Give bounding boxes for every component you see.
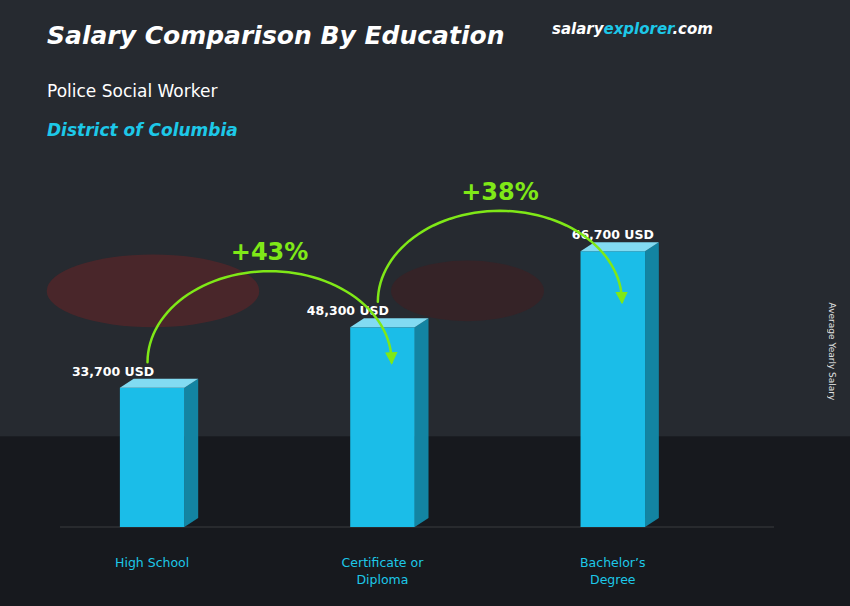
- growth-label: +43%: [231, 238, 309, 266]
- bars: [120, 242, 659, 527]
- background-glow: [47, 255, 260, 328]
- growth-label: +38%: [461, 178, 539, 206]
- category-label: Certificate or Diploma: [342, 555, 425, 588]
- brand-part: explorer: [604, 20, 677, 38]
- category-label-line: High School: [115, 555, 189, 570]
- bar: [120, 379, 198, 527]
- category-label-line: Bachelor’s: [580, 555, 645, 570]
- bar-side: [645, 242, 659, 527]
- category-label-line: Degree: [590, 572, 636, 587]
- y-axis-label: Average Yearly Salary: [827, 303, 837, 402]
- data-label: 33,700 USD: [72, 364, 154, 379]
- subtitle: Police Social Worker: [47, 81, 217, 101]
- background: [0, 0, 850, 606]
- bar-front: [581, 251, 645, 527]
- bar-top: [120, 379, 198, 388]
- category-label: High School: [115, 555, 189, 570]
- growth-arrow: [378, 211, 622, 302]
- category-label-line: Diploma: [356, 572, 408, 587]
- category-label: Bachelor’s Degree: [580, 555, 645, 588]
- data-label: 48,300 USD: [307, 303, 389, 318]
- chart-svg: Salary Comparison By Education Police Soc…: [0, 0, 850, 606]
- brand: salaryexplorer.com: [552, 20, 713, 38]
- bar-side: [415, 318, 429, 527]
- chart-container: Salary Comparison By Education Police Soc…: [0, 0, 850, 606]
- bar-side: [184, 379, 198, 527]
- bar-front: [350, 327, 414, 527]
- growth-arrow: [148, 271, 392, 362]
- brand-part: .com: [672, 20, 713, 38]
- subtitle: District of Columbia: [47, 120, 238, 140]
- bar-front: [120, 388, 184, 527]
- category-label-line: Certificate or: [342, 555, 425, 570]
- title: Salary Comparison By Education: [47, 21, 504, 50]
- bar-top: [350, 318, 428, 327]
- background-glow: [391, 261, 544, 322]
- brand-part: salary: [552, 20, 605, 38]
